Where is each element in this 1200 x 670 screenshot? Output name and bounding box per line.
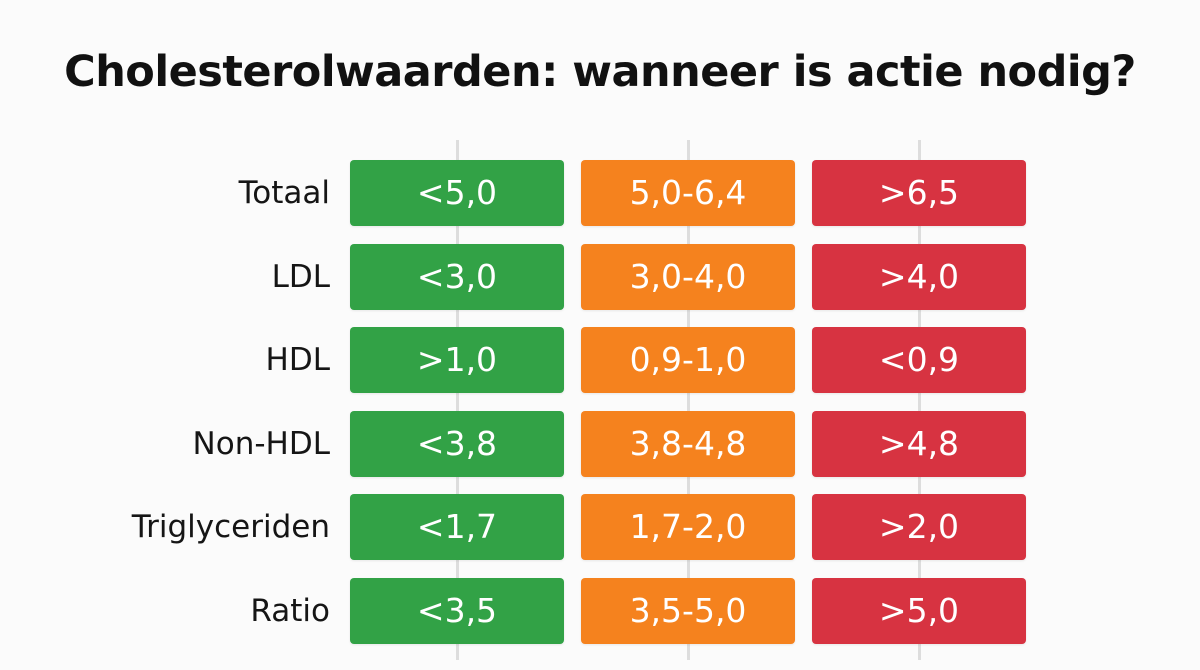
cell-red: >2,0 — [812, 494, 1026, 560]
cell-green: <5,0 — [350, 160, 564, 226]
row-label: Totaal — [238, 175, 330, 211]
row-label: LDL — [271, 259, 330, 295]
cell-red: >4,8 — [812, 411, 1026, 477]
column-guide-line-red — [918, 140, 921, 660]
cell-red: >5,0 — [812, 578, 1026, 644]
cell-green: <3,8 — [350, 411, 564, 477]
chart-title: Cholesterolwaarden: wanneer is actie nod… — [64, 47, 1136, 97]
cell-orange: 0,9-1,0 — [581, 327, 795, 393]
row-label: Non-HDL — [192, 426, 330, 462]
cell-red: >4,0 — [812, 244, 1026, 310]
column-guide-line-green — [456, 140, 459, 660]
cell-green: >1,0 — [350, 327, 564, 393]
cell-green: <3,0 — [350, 244, 564, 310]
row-label: HDL — [265, 342, 330, 378]
cell-red: <0,9 — [812, 327, 1026, 393]
cell-orange: 3,0-4,0 — [581, 244, 795, 310]
cell-green: <1,7 — [350, 494, 564, 560]
cell-orange: 3,5-5,0 — [581, 578, 795, 644]
cell-orange: 3,8-4,8 — [581, 411, 795, 477]
cell-green: <3,5 — [350, 578, 564, 644]
cell-orange: 5,0-6,4 — [581, 160, 795, 226]
column-guide-line-orange — [687, 140, 690, 660]
cell-orange: 1,7-2,0 — [581, 494, 795, 560]
row-label: Ratio — [250, 593, 330, 629]
row-label: Triglyceriden — [131, 509, 330, 545]
cell-red: >6,5 — [812, 160, 1026, 226]
